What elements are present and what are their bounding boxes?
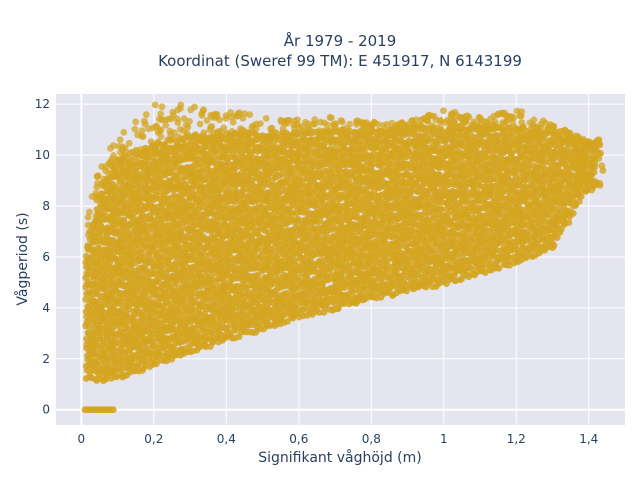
- scatter-point: [98, 224, 106, 232]
- scatter-point: [405, 137, 413, 145]
- scatter-point: [182, 298, 190, 306]
- scatter-point: [403, 287, 410, 295]
- scatter-point: [204, 294, 212, 302]
- scatter-point: [384, 257, 391, 264]
- scatter-point: [294, 273, 302, 281]
- scatter-point: [117, 300, 125, 308]
- scatter-point: [288, 216, 296, 224]
- scatter-point: [169, 216, 177, 224]
- scatter-point: [231, 327, 239, 334]
- scatter-point: [427, 167, 435, 175]
- scatter-point: [139, 254, 147, 261]
- scatter-point: [284, 318, 291, 325]
- chart-title-line-2: Koordinat (Sweref 99 TM): E 451917, N 61…: [158, 52, 522, 70]
- scatter-point: [166, 155, 174, 163]
- chart-title-line-1: År 1979 - 2019: [284, 31, 397, 50]
- scatter-point: [128, 361, 136, 369]
- scatter-point: [201, 325, 209, 333]
- scatter-point: [283, 289, 291, 297]
- scatter-point: [283, 272, 291, 280]
- scatter-point: [297, 266, 304, 273]
- scatter-point: [150, 337, 158, 345]
- scatter-point: [120, 216, 128, 224]
- scatter-point: [95, 246, 103, 253]
- scatter-point: [226, 329, 234, 337]
- scatter-point: [321, 241, 329, 249]
- scatter-point: [163, 243, 171, 251]
- scatter-point: [332, 153, 340, 161]
- scatter-point: [226, 189, 233, 197]
- scatter-point: [438, 205, 445, 213]
- scatter-point: [316, 274, 323, 282]
- scatter-point: [82, 296, 90, 303]
- scatter-point: [128, 330, 136, 338]
- scatter-point: [280, 143, 288, 150]
- scatter-point: [397, 242, 405, 250]
- scatter-points: [81, 101, 607, 414]
- scatter-point: [405, 147, 413, 155]
